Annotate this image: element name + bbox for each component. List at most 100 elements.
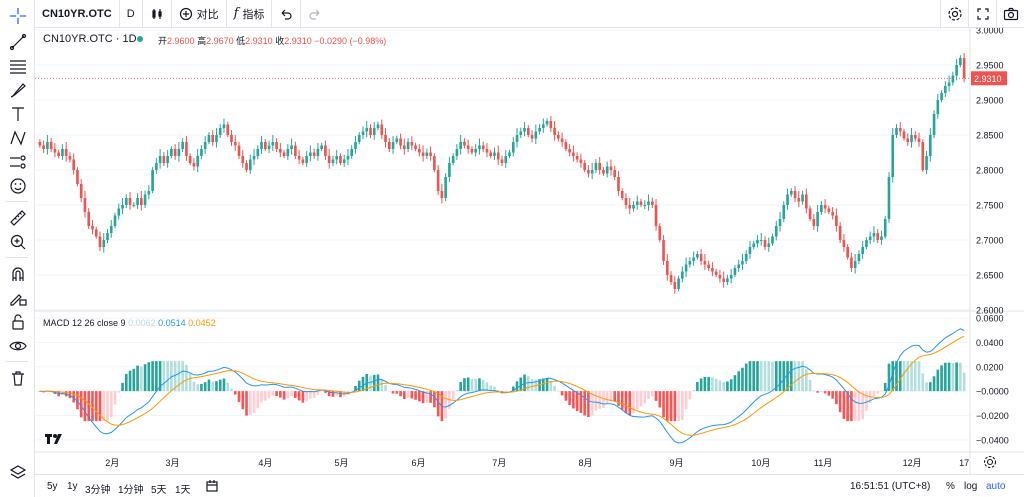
candle-body <box>917 138 921 142</box>
candle-body <box>568 149 571 153</box>
candle-body <box>500 159 504 163</box>
macd-hist-bar <box>782 361 786 392</box>
symbol-search[interactable]: CN10YR.OTC <box>0 0 120 28</box>
macd-hist-bar <box>410 391 414 399</box>
fib-tool[interactable] <box>6 55 30 77</box>
macd-hist-bar <box>515 381 519 392</box>
candle-body <box>361 131 365 135</box>
macd-hist-bar <box>282 391 286 400</box>
chart-type-button[interactable] <box>143 0 172 28</box>
macd-hist-bar <box>64 391 68 397</box>
macd-lines <box>39 328 965 444</box>
candle-body <box>301 159 305 163</box>
macd-hist-bar <box>331 391 335 397</box>
range-3min[interactable]: 3分钟 <box>85 485 111 496</box>
macd-hist-bar <box>827 391 831 396</box>
log-toggle[interactable]: log <box>964 481 978 492</box>
auto-toggle[interactable]: auto <box>986 481 1006 492</box>
zoom-tool[interactable] <box>6 231 30 253</box>
macd-hist-bar <box>425 391 429 403</box>
range-1y[interactable]: 1y <box>67 481 78 492</box>
brush-tool[interactable] <box>6 79 30 101</box>
snapshot-button[interactable] <box>996 0 1024 28</box>
percent-toggle[interactable]: % <box>946 481 955 492</box>
macd-hist-bar <box>196 384 199 392</box>
remove-drawings-tool[interactable] <box>6 367 30 389</box>
macd-hist-bar <box>568 391 571 406</box>
goto-date-button[interactable] <box>205 479 219 496</box>
candle-body <box>327 156 331 163</box>
macd-hist-bar <box>729 379 733 392</box>
macd-hist-bar <box>572 391 575 409</box>
range-1min[interactable]: 1分钟 <box>118 485 144 496</box>
candle-body <box>902 131 906 139</box>
candle-body <box>245 163 248 170</box>
redo-button[interactable] <box>301 0 329 28</box>
measure-tool[interactable] <box>6 207 30 229</box>
macd-hist-bar <box>530 379 534 392</box>
candle-body <box>511 142 515 153</box>
fullscreen-icon <box>976 8 989 20</box>
macd-hist-bar <box>140 366 143 392</box>
clock-display[interactable]: 16:51:51 (UTC+8) <box>850 481 931 492</box>
pattern-tool[interactable] <box>6 127 30 149</box>
visibility-tool[interactable] <box>6 335 30 357</box>
tradingview-logo[interactable] <box>44 431 64 447</box>
compare-button[interactable]: 对比 <box>172 0 227 28</box>
candle-body <box>906 138 910 142</box>
range-1d[interactable]: 1天 <box>175 485 191 496</box>
candle-body <box>635 201 639 205</box>
time-tick-label: 9月 <box>669 458 683 468</box>
candle-body <box>955 65 958 76</box>
trend-line-tool[interactable] <box>6 31 30 53</box>
indicators-button[interactable]: f 指标 <box>227 0 273 28</box>
macd-hist-bar <box>403 391 406 399</box>
macd-hist-bar <box>124 373 128 392</box>
candle-body <box>515 135 519 142</box>
crosshair-tool[interactable] <box>6 5 30 27</box>
candle-body <box>102 240 106 247</box>
candle-body <box>406 142 410 149</box>
candle-body <box>444 177 447 198</box>
object-tree-tool[interactable] <box>6 462 30 484</box>
macd-hist-bar <box>489 385 493 392</box>
macd-hist-bar <box>913 361 917 392</box>
macd-hist-bar <box>72 391 76 403</box>
stay-drawing-tool[interactable] <box>6 287 30 309</box>
macd-hist-bar <box>962 372 966 392</box>
candle-body <box>752 243 756 247</box>
macd-hist-bar <box>207 379 211 392</box>
candle-body <box>910 135 913 142</box>
candle-body <box>895 128 898 135</box>
candle-body <box>185 142 188 156</box>
settings-button[interactable] <box>940 0 968 28</box>
icons-tool[interactable] <box>6 175 30 197</box>
macd-histogram <box>38 361 966 422</box>
text-tool[interactable] <box>6 103 30 125</box>
candle-body <box>722 278 725 282</box>
fullscreen-button[interactable] <box>968 0 996 28</box>
range-5d[interactable]: 5天 <box>151 485 167 496</box>
macd-hist-bar <box>286 391 290 399</box>
macd-hist-bar <box>635 391 639 410</box>
candle-body <box>688 261 692 265</box>
candle-body <box>459 142 462 149</box>
macd-hist-bar <box>876 391 880 394</box>
price-tick-label: 2.8500 <box>976 131 1004 141</box>
macd-hist-bar <box>594 391 598 411</box>
candle-body <box>932 114 936 135</box>
magnet-tool[interactable] <box>6 263 30 285</box>
macd-hist-bar <box>887 363 891 392</box>
macd-hist-bar <box>609 391 613 402</box>
interval-button[interactable]: D <box>120 0 143 28</box>
range-5y[interactable]: 5y <box>47 481 58 492</box>
lock-tool[interactable] <box>6 311 30 333</box>
candle-body <box>805 194 808 209</box>
candle-body <box>312 152 316 156</box>
last-price-badge <box>971 71 1007 86</box>
undo-button[interactable] <box>272 0 302 28</box>
prediction-tool[interactable] <box>6 151 30 173</box>
compare-label: 对比 <box>196 8 219 21</box>
candle-body <box>530 135 534 139</box>
